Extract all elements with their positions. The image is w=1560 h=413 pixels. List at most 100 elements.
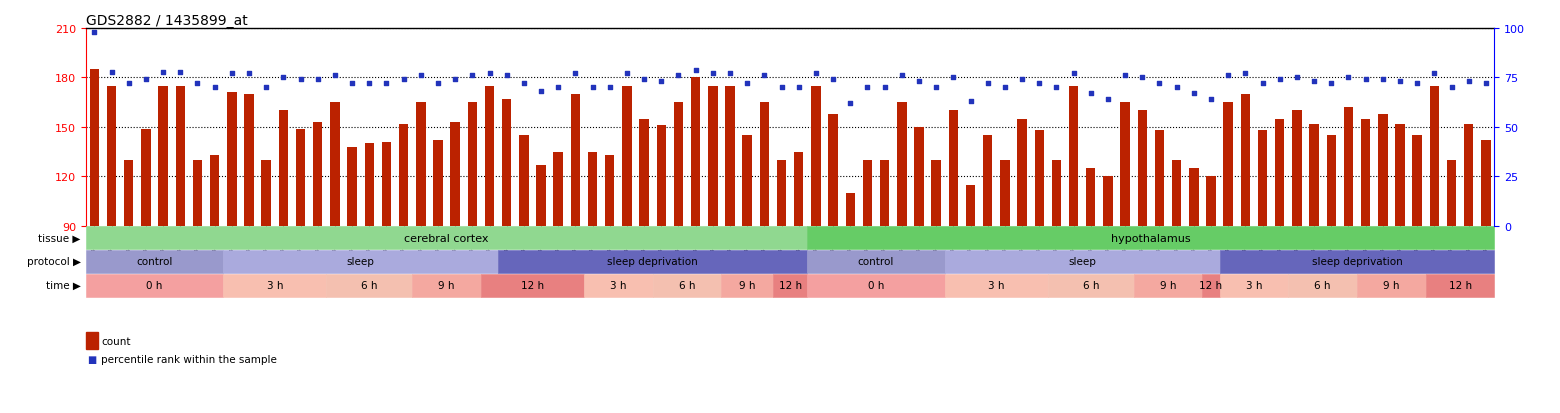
Bar [794,152,803,374]
Point [1078,91,1103,97]
Bar [1051,161,1061,374]
Bar [1134,274,1203,297]
Text: 3 h: 3 h [987,280,1005,290]
Point [1112,73,1137,80]
Point [392,77,417,83]
Bar [808,250,945,273]
Bar [245,95,254,374]
Text: sleep deprivation: sleep deprivation [607,257,697,267]
Bar [983,136,992,374]
Bar [1220,250,1494,273]
Point [1044,85,1069,91]
Point [700,71,725,78]
Point [186,81,211,88]
Bar [1292,111,1301,374]
Text: tissue ▶: tissue ▶ [39,233,81,243]
Bar [1203,274,1220,297]
Bar [652,274,721,297]
Bar [1463,124,1474,374]
Bar [86,227,808,249]
Bar [468,103,477,374]
Bar [583,274,652,297]
Bar [502,100,512,374]
Bar [914,128,924,374]
Point [975,81,1000,88]
Point [1421,71,1446,78]
Bar [948,111,958,374]
Point [1455,79,1480,85]
Bar [1206,177,1215,374]
Bar [674,103,683,374]
Bar [760,103,769,374]
Text: ■: ■ [87,354,95,364]
Bar [1223,103,1232,374]
Point [735,81,760,88]
Bar [326,274,412,297]
Point [666,73,691,80]
Point [151,69,176,76]
Bar [1000,161,1009,374]
Bar [1103,177,1112,374]
Point [838,101,863,107]
Bar [1034,131,1044,374]
Point [649,79,674,85]
Bar [279,111,289,374]
Bar [1289,274,1357,297]
Point [803,71,828,78]
Point [1404,81,1429,88]
Point [889,73,914,80]
Point [374,81,399,88]
Point [615,71,640,78]
Text: 0 h: 0 h [147,280,162,290]
Text: 0 h: 0 h [867,280,885,290]
Bar [622,86,632,374]
Point [477,71,502,78]
Text: 12 h: 12 h [521,280,544,290]
Point [718,71,743,78]
Point [1009,77,1034,83]
Text: sleep deprivation: sleep deprivation [1312,257,1402,267]
Point [512,81,537,88]
Point [409,73,434,80]
Point [1370,77,1395,83]
Point [83,30,108,36]
Point [1215,73,1240,80]
Bar [945,250,1220,273]
Text: sleep: sleep [1069,257,1097,267]
Text: hypothalamus: hypothalamus [1111,233,1190,243]
Text: 6 h: 6 h [679,280,696,290]
Bar [480,274,583,297]
Bar [262,161,271,374]
Point [1301,79,1326,85]
Bar [721,274,772,297]
Bar [125,161,134,374]
Bar [434,141,443,374]
Point [1147,81,1172,88]
Point [752,73,777,80]
Bar [193,161,203,374]
Point [1335,75,1360,81]
Bar [1172,161,1181,374]
Text: 6 h: 6 h [1083,280,1100,290]
Bar [743,136,752,374]
Text: protocol ▶: protocol ▶ [27,257,81,267]
Point [289,77,314,83]
Text: GDS2882 / 1435899_at: GDS2882 / 1435899_at [86,14,248,28]
Point [1129,75,1154,81]
Bar [537,166,546,374]
Text: percentile rank within the sample: percentile rank within the sample [101,354,278,364]
Point [1473,81,1498,88]
Point [1181,91,1206,97]
Bar [588,152,597,374]
Bar [945,274,1048,297]
Bar [296,129,306,374]
Bar [451,123,460,374]
Bar [382,142,392,374]
Bar [314,123,323,374]
Point [786,85,811,91]
Bar [412,274,480,297]
Point [924,85,948,91]
Bar [498,250,808,273]
Point [941,75,966,81]
Point [203,85,228,91]
